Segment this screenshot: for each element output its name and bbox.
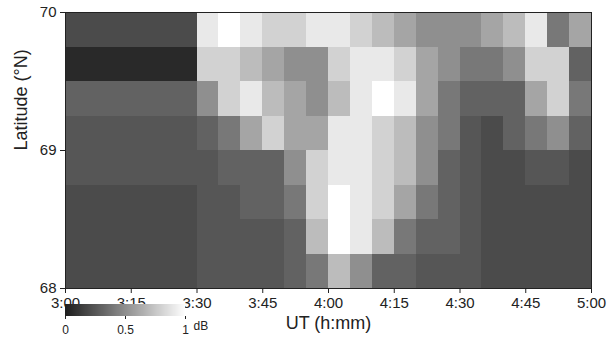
svg-text:Latitude (°N): Latitude (°N) (11, 49, 31, 150)
svg-text:4:15: 4:15 (380, 294, 409, 311)
svg-text:UT (h:mm): UT (h:mm) (286, 313, 372, 333)
svg-text:3:30: 3:30 (182, 294, 211, 311)
svg-text:1: 1 (182, 323, 189, 337)
svg-text:dB: dB (194, 319, 209, 333)
svg-text:5:00: 5:00 (577, 294, 606, 311)
svg-text:4:00: 4:00 (314, 294, 343, 311)
svg-text:3:15: 3:15 (116, 294, 146, 312)
svg-text:3:45: 3:45 (248, 294, 277, 311)
svg-text:68: 68 (40, 279, 57, 296)
svg-text:4:45: 4:45 (511, 294, 540, 311)
svg-text:69: 69 (40, 141, 57, 158)
svg-text:3:00: 3:00 (50, 294, 81, 312)
svg-text:0: 0 (62, 323, 69, 337)
svg-text:4:30: 4:30 (445, 294, 474, 311)
svg-text:70: 70 (40, 3, 57, 20)
svg-text:0.5: 0.5 (117, 323, 134, 337)
